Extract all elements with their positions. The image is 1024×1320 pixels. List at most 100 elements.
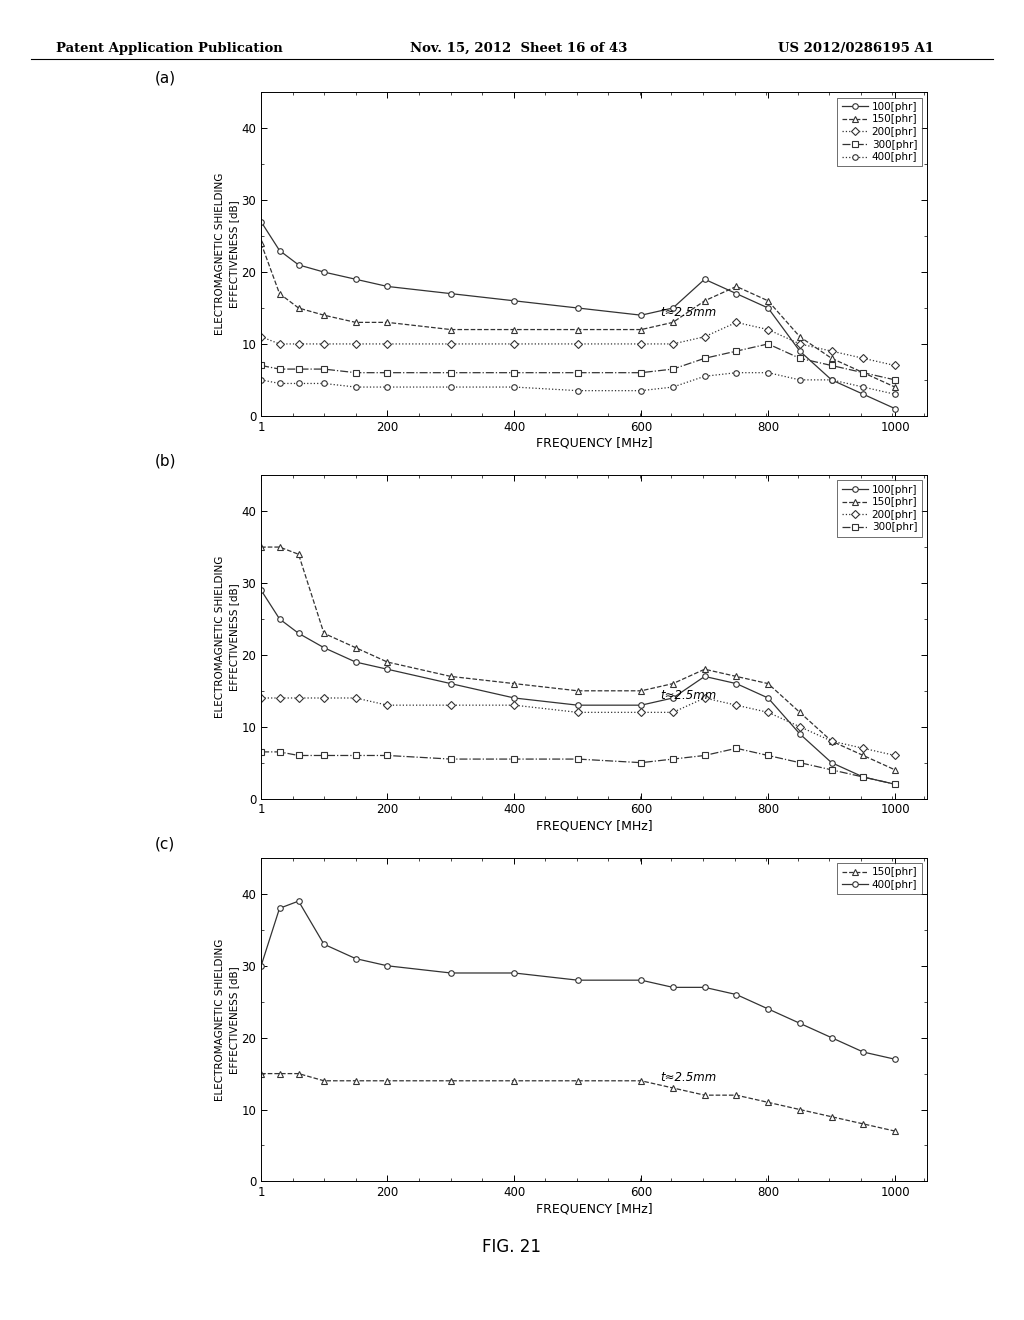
100[phr] [508, 690, 520, 706]
150[phr] [857, 1115, 869, 1131]
150[phr] [571, 682, 584, 698]
100[phr] [508, 293, 520, 309]
150[phr] [349, 314, 361, 330]
X-axis label: FREQUENCY [MHz]: FREQUENCY [MHz] [536, 820, 652, 832]
200[phr] [349, 337, 361, 352]
100[phr] [730, 285, 742, 301]
100[phr] [762, 300, 774, 315]
100[phr] [794, 726, 806, 742]
150[phr] [255, 539, 267, 554]
300[phr] [635, 364, 647, 380]
100[phr] [349, 655, 361, 671]
150[phr] [255, 235, 267, 251]
150[phr] [667, 314, 679, 330]
Legend: 100[phr], 150[phr], 200[phr], 300[phr]: 100[phr], 150[phr], 200[phr], 300[phr] [838, 480, 922, 536]
300[phr] [667, 362, 679, 378]
200[phr] [698, 329, 711, 345]
100[phr] [667, 690, 679, 706]
150[phr] [730, 1088, 742, 1104]
100[phr] [794, 343, 806, 359]
300[phr] [635, 755, 647, 771]
200[phr] [635, 337, 647, 352]
300[phr] [730, 343, 742, 359]
300[phr] [381, 364, 393, 380]
150[phr] [273, 285, 286, 301]
150[phr] [255, 1065, 267, 1081]
400[phr] [635, 383, 647, 399]
X-axis label: FREQUENCY [MHz]: FREQUENCY [MHz] [536, 437, 652, 449]
150[phr] [508, 1073, 520, 1089]
300[phr] [698, 350, 711, 366]
150[phr] [444, 668, 457, 684]
Line: 200[phr]: 200[phr] [258, 696, 898, 758]
Line: 400[phr]: 400[phr] [258, 899, 898, 1063]
Line: 200[phr]: 200[phr] [258, 319, 898, 368]
400[phr] [317, 936, 330, 952]
200[phr] [667, 705, 679, 721]
400[phr] [273, 375, 286, 391]
400[phr] [293, 894, 305, 909]
300[phr] [317, 362, 330, 378]
400[phr] [317, 375, 330, 391]
300[phr] [293, 747, 305, 763]
Line: 150[phr]: 150[phr] [258, 1071, 898, 1134]
200[phr] [273, 337, 286, 352]
400[phr] [857, 379, 869, 395]
300[phr] [508, 364, 520, 380]
400[phr] [255, 958, 267, 974]
Text: t≈2.5mm: t≈2.5mm [660, 1072, 717, 1085]
Y-axis label: ELECTROMAGNETIC SHIELDING
EFFECTIVENESS [dB]: ELECTROMAGNETIC SHIELDING EFFECTIVENESS … [215, 939, 239, 1101]
150[phr] [762, 1094, 774, 1110]
300[phr] [889, 372, 901, 388]
100[phr] [273, 611, 286, 627]
100[phr] [730, 676, 742, 692]
100[phr] [381, 279, 393, 294]
200[phr] [571, 337, 584, 352]
300[phr] [762, 747, 774, 763]
100[phr] [667, 300, 679, 315]
300[phr] [273, 362, 286, 378]
150[phr] [889, 379, 901, 395]
100[phr] [889, 401, 901, 417]
400[phr] [762, 1001, 774, 1016]
200[phr] [508, 337, 520, 352]
400[phr] [698, 979, 711, 995]
100[phr] [444, 285, 457, 301]
150[phr] [381, 1073, 393, 1089]
200[phr] [762, 322, 774, 338]
150[phr] [635, 322, 647, 338]
200[phr] [730, 697, 742, 713]
100[phr] [317, 264, 330, 280]
200[phr] [255, 329, 267, 345]
Text: Patent Application Publication: Patent Application Publication [56, 42, 283, 55]
300[phr] [293, 362, 305, 378]
150[phr] [273, 539, 286, 554]
150[phr] [857, 747, 869, 763]
400[phr] [730, 986, 742, 1002]
400[phr] [508, 379, 520, 395]
Line: 400[phr]: 400[phr] [258, 370, 898, 397]
Line: 100[phr]: 100[phr] [258, 219, 898, 412]
300[phr] [255, 358, 267, 374]
Line: 150[phr]: 150[phr] [258, 240, 898, 389]
150[phr] [762, 293, 774, 309]
300[phr] [255, 744, 267, 760]
150[phr] [381, 314, 393, 330]
300[phr] [571, 751, 584, 767]
400[phr] [381, 958, 393, 974]
150[phr] [273, 1065, 286, 1081]
100[phr] [571, 300, 584, 315]
100[phr] [349, 272, 361, 288]
400[phr] [508, 965, 520, 981]
400[phr] [349, 950, 361, 966]
200[phr] [635, 705, 647, 721]
150[phr] [698, 661, 711, 677]
300[phr] [857, 364, 869, 380]
100[phr] [635, 308, 647, 323]
300[phr] [825, 358, 838, 374]
Line: 100[phr]: 100[phr] [258, 587, 898, 787]
Line: 150[phr]: 150[phr] [258, 544, 898, 772]
400[phr] [635, 973, 647, 989]
300[phr] [825, 762, 838, 777]
150[phr] [444, 1073, 457, 1089]
